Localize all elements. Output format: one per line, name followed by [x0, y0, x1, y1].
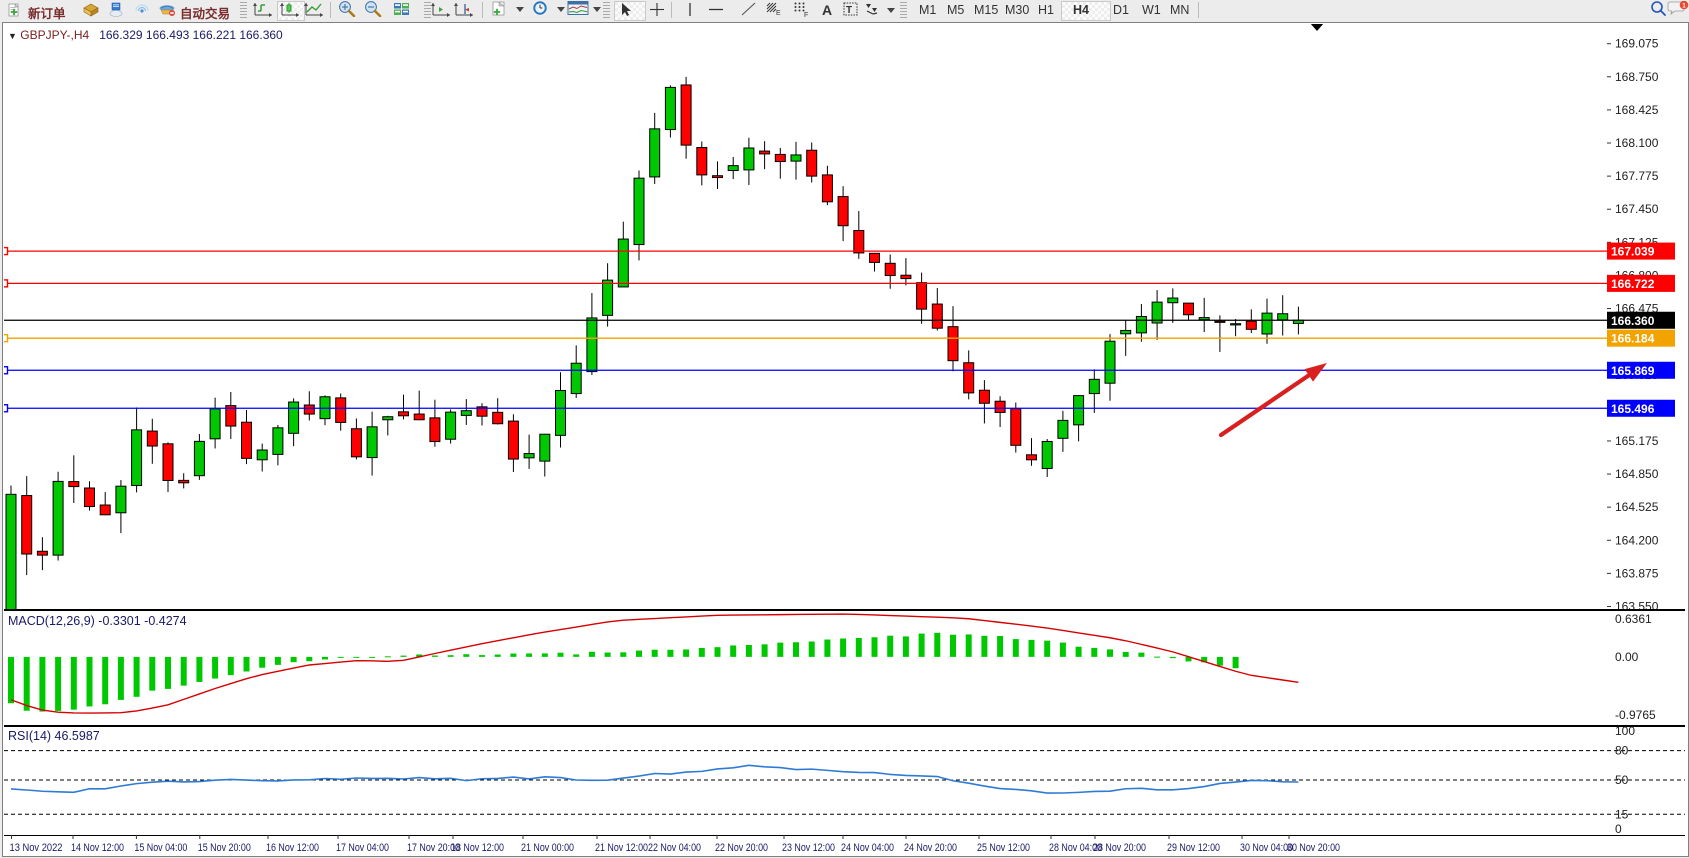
- svg-text:0.6361: 0.6361: [1615, 612, 1652, 626]
- svg-text:163.550: 163.550: [1615, 599, 1659, 609]
- svg-text:21 Nov 00:00: 21 Nov 00:00: [521, 842, 574, 854]
- svg-text:13 Nov 2022: 13 Nov 2022: [10, 842, 63, 854]
- svg-text:16 Nov 12:00: 16 Nov 12:00: [266, 842, 319, 854]
- svg-text:164.525: 164.525: [1615, 500, 1659, 514]
- svg-text:0.00: 0.00: [1615, 650, 1639, 664]
- svg-text:164.850: 164.850: [1615, 467, 1659, 481]
- svg-text:100: 100: [1615, 727, 1635, 738]
- svg-text:168.425: 168.425: [1615, 103, 1659, 117]
- svg-text:14 Nov 12:00: 14 Nov 12:00: [71, 842, 124, 854]
- svg-text:24 Nov 04:00: 24 Nov 04:00: [841, 842, 894, 854]
- svg-text:166.184: 166.184: [1611, 332, 1655, 346]
- svg-text:165.496: 165.496: [1611, 402, 1655, 416]
- svg-text:163.875: 163.875: [1615, 566, 1659, 580]
- svg-text:166.360: 166.360: [1611, 314, 1655, 328]
- svg-text:15 Nov 20:00: 15 Nov 20:00: [198, 842, 251, 854]
- svg-text:50: 50: [1615, 773, 1629, 787]
- svg-text:167.450: 167.450: [1615, 202, 1659, 216]
- svg-text:1: 1: [1682, 3, 1686, 10]
- svg-text:80: 80: [1615, 744, 1629, 758]
- svg-text:167.775: 167.775: [1615, 169, 1659, 183]
- svg-text:E: E: [776, 10, 781, 17]
- svg-text:168.100: 168.100: [1615, 136, 1659, 150]
- svg-text:29 Nov 12:00: 29 Nov 12:00: [1167, 842, 1220, 854]
- svg-text:28 Nov 20:00: 28 Nov 20:00: [1093, 842, 1146, 854]
- svg-text:-0.9765: -0.9765: [1615, 708, 1656, 722]
- svg-text:18 Nov 12:00: 18 Nov 12:00: [451, 842, 504, 854]
- svg-text:0: 0: [1615, 822, 1622, 835]
- svg-text:30 Nov 20:00: 30 Nov 20:00: [1287, 842, 1340, 854]
- svg-text:21 Nov 12:00: 21 Nov 12:00: [595, 842, 648, 854]
- svg-text:30 Nov 04:00: 30 Nov 04:00: [1240, 842, 1293, 854]
- svg-text:15: 15: [1615, 807, 1629, 821]
- svg-text:22 Nov 04:00: 22 Nov 04:00: [648, 842, 701, 854]
- svg-text:167.039: 167.039: [1611, 245, 1655, 259]
- svg-text:168.750: 168.750: [1615, 70, 1659, 84]
- svg-text:166.722: 166.722: [1611, 277, 1655, 291]
- svg-text:24 Nov 20:00: 24 Nov 20:00: [904, 842, 957, 854]
- svg-text:17 Nov 04:00: 17 Nov 04:00: [336, 842, 389, 854]
- svg-text:25 Nov 12:00: 25 Nov 12:00: [977, 842, 1030, 854]
- svg-text:169.075: 169.075: [1615, 37, 1659, 51]
- svg-text:RSI(14) 46.5987: RSI(14) 46.5987: [8, 729, 100, 743]
- svg-text:22 Nov 20:00: 22 Nov 20:00: [715, 842, 768, 854]
- svg-text:165.869: 165.869: [1611, 364, 1655, 378]
- svg-text:F: F: [804, 12, 808, 18]
- svg-text:MACD(12,26,9) -0.3301 -0.4274: MACD(12,26,9) -0.3301 -0.4274: [8, 614, 187, 628]
- svg-text:164.200: 164.200: [1615, 533, 1659, 547]
- svg-text:15 Nov 04:00: 15 Nov 04:00: [134, 842, 187, 854]
- svg-text:165.175: 165.175: [1615, 434, 1659, 448]
- svg-text:T: T: [846, 5, 852, 16]
- svg-text:23 Nov 12:00: 23 Nov 12:00: [782, 842, 835, 854]
